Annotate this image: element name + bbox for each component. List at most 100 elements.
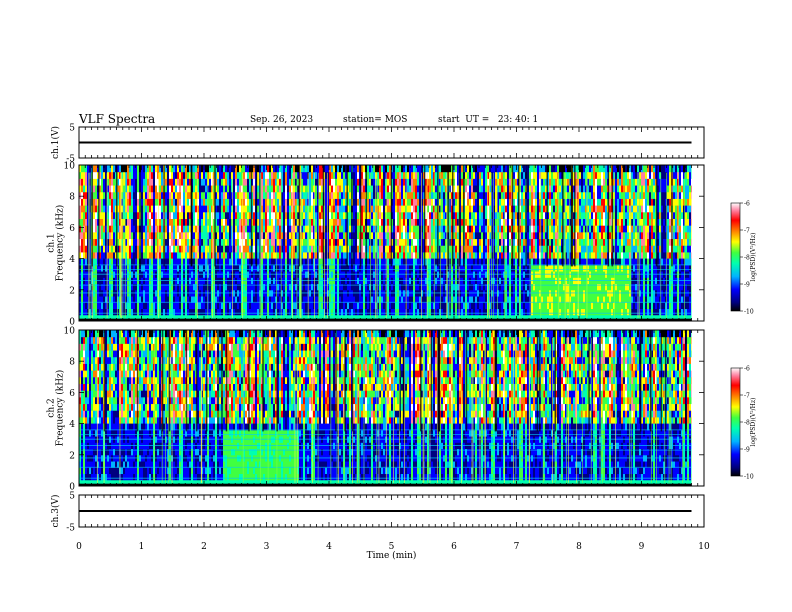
- spectrogram-cell: [457, 211, 459, 219]
- spectrogram-cell: [151, 205, 153, 213]
- spectrogram-cell: [233, 225, 235, 233]
- spectrogram-cell: [393, 185, 395, 193]
- spectrogram-cell: [345, 238, 347, 246]
- spectrogram-cell: [273, 238, 275, 246]
- spectrogram-cell: [399, 185, 401, 193]
- spectrogram-cell: [379, 165, 381, 173]
- spectrogram-cell: [175, 211, 177, 219]
- spectrogram-cell: [135, 191, 137, 199]
- spectrogram-cell: [127, 218, 129, 226]
- spectrogram-cell: [87, 238, 89, 246]
- spectrogram-cell: [465, 191, 467, 199]
- spectrogram-cell: [125, 218, 127, 226]
- spectrogram-cell: [483, 205, 485, 213]
- spectrogram-cell: [219, 191, 221, 199]
- spectrogram-cell: [203, 283, 205, 291]
- spectrogram-cell: [399, 165, 401, 173]
- spectrogram-cell: [271, 211, 273, 219]
- spectrogram-cell: [289, 238, 291, 246]
- spectrogram-cell: [279, 171, 281, 179]
- spectrogram-cell: [159, 308, 161, 316]
- spectrogram-cell: [453, 258, 455, 266]
- spectrogram-cell: [427, 238, 429, 246]
- spectrogram-cell: [157, 231, 159, 240]
- spectrogram-cell: [327, 225, 329, 233]
- spectrogram-cell: [153, 225, 155, 233]
- spectrogram-cell: [223, 211, 225, 219]
- spectrogram-cell: [417, 178, 419, 186]
- spectrogram-cell: [253, 211, 255, 219]
- spectrogram-cell: [175, 251, 177, 260]
- spectrogram-cell: [137, 178, 139, 186]
- spectrogram-cell: [273, 308, 275, 316]
- spectrogram-cell: [157, 238, 159, 246]
- spectrogram-cell: [93, 238, 95, 246]
- spectrogram-cell: [143, 185, 145, 193]
- spectrogram-cell: [175, 283, 177, 291]
- spectrogram-cell: [93, 308, 95, 316]
- spectrogram-cell: [337, 264, 339, 272]
- spectrogram-cell: [345, 283, 347, 291]
- spectrogram-cell: [181, 314, 183, 322]
- spectrogram-cell: [377, 211, 379, 219]
- spectrogram-cell: [471, 185, 473, 193]
- spectrogram-cell: [425, 191, 427, 199]
- spectrogram-cell: [449, 314, 451, 322]
- spectrogram-cell: [453, 205, 455, 213]
- spectrogram-cell: [117, 308, 119, 316]
- spectrogram-cell: [87, 314, 89, 322]
- spectrogram-cell: [413, 225, 415, 233]
- spectrogram-cell: [455, 225, 457, 233]
- spectrogram-cell: [135, 171, 137, 179]
- spectrogram-cell: [115, 211, 117, 219]
- spectrogram-cell: [197, 211, 199, 219]
- spectrogram-cell: [395, 308, 397, 316]
- spectrogram-cell: [107, 258, 109, 266]
- spectrogram-cell: [141, 296, 143, 303]
- spectrogram-cell: [143, 211, 145, 219]
- spectrogram-cell: [199, 245, 201, 253]
- spectrogram-cell: [381, 251, 383, 260]
- spectrogram-cell: [311, 258, 313, 266]
- spectrogram-cell: [267, 245, 269, 253]
- spectrogram-cell: [415, 251, 417, 260]
- spectrogram-cell: [271, 258, 273, 266]
- spectrogram-cell: [257, 231, 259, 240]
- spectrogram-cell: [135, 264, 137, 272]
- spectrogram-cell: [137, 283, 139, 291]
- spectrogram-cell: [117, 264, 119, 272]
- spectrogram-cell: [135, 308, 137, 316]
- spectrogram-cell: [229, 198, 231, 206]
- spectrogram-cell: [189, 296, 191, 303]
- spectrogram-cell: [177, 211, 179, 219]
- spectrogram-cell: [131, 231, 133, 240]
- spectrogram-cell: [331, 225, 333, 233]
- spectrogram-cell: [199, 283, 201, 291]
- spectrogram-cell: [415, 178, 417, 186]
- spectrogram-cell: [355, 302, 357, 310]
- spectrogram-cell: [245, 225, 247, 233]
- spectrogram-cell: [445, 283, 447, 291]
- spectrogram-cell: [111, 191, 113, 199]
- spectrogram-cell: [141, 165, 143, 173]
- spectrogram-cell: [407, 302, 409, 310]
- spectrogram-cell: [411, 231, 413, 240]
- spectrogram-cell: [175, 171, 177, 179]
- spectrogram-cell: [183, 205, 185, 213]
- spectrogram-cell: [341, 308, 343, 316]
- spectrogram-cell: [301, 165, 303, 173]
- spectrogram-cell: [133, 258, 135, 266]
- spectrogram-cell: [111, 225, 113, 233]
- spectrogram-cell: [201, 178, 203, 186]
- spectrogram-cell: [185, 178, 187, 186]
- spectrogram-cell: [233, 251, 235, 260]
- spectrogram-cell: [333, 218, 335, 226]
- spectrogram-cell: [389, 165, 391, 173]
- spectrogram-cell: [215, 308, 217, 316]
- spectrogram-cell: [417, 218, 419, 226]
- spectrogram-cell: [381, 211, 383, 219]
- spectrogram-cell: [377, 191, 379, 199]
- spectrogram-cell: [179, 178, 181, 186]
- spectrogram-cell: [191, 302, 193, 310]
- spectrogram-cell: [233, 238, 235, 246]
